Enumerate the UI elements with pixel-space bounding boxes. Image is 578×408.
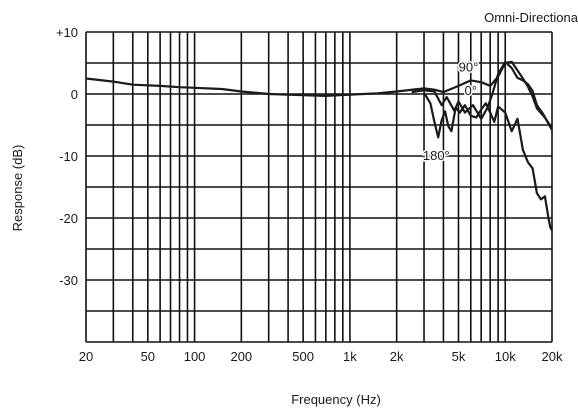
series-line-2 [423, 92, 553, 231]
grid-lines [85, 31, 553, 343]
series-label-0: 90° [459, 59, 479, 74]
x-tick-label: 20k [542, 349, 563, 364]
y-tick-label: -10 [59, 149, 78, 164]
y-tick-label: -20 [59, 211, 78, 226]
series-label-1: 0° [465, 83, 477, 98]
series-line-0 [85, 60, 553, 129]
y-tick-label: 0 [71, 87, 78, 102]
y-tick-label: -30 [59, 273, 78, 288]
x-tick-label: 500 [292, 349, 314, 364]
x-tick-label: 10k [495, 349, 516, 364]
y-axis-label: Response (dB) [10, 145, 25, 232]
x-tick-label: 50 [141, 349, 155, 364]
y-tick-labels: +10 0 -10 -20 -30 [56, 25, 78, 288]
x-tick-label: 200 [230, 349, 252, 364]
series-line-1 [411, 60, 553, 131]
chart-title: Omni-Directiona [484, 10, 578, 25]
series-group [85, 60, 553, 231]
series-labels: 90° 0° 180° [421, 58, 479, 165]
x-tick-label: 1k [343, 349, 357, 364]
x-tick-label: 20 [79, 349, 93, 364]
x-tick-label: 5k [452, 349, 466, 364]
x-tick-labels: 20 50 100 200 500 1k 2k 5k 10k 20k [79, 349, 563, 364]
y-tick-label: +10 [56, 25, 78, 40]
x-tick-label: 2k [390, 349, 404, 364]
series-label-2: 180° [423, 148, 450, 163]
x-tick-label: 100 [184, 349, 206, 364]
x-axis-label: Frequency (Hz) [291, 392, 381, 407]
